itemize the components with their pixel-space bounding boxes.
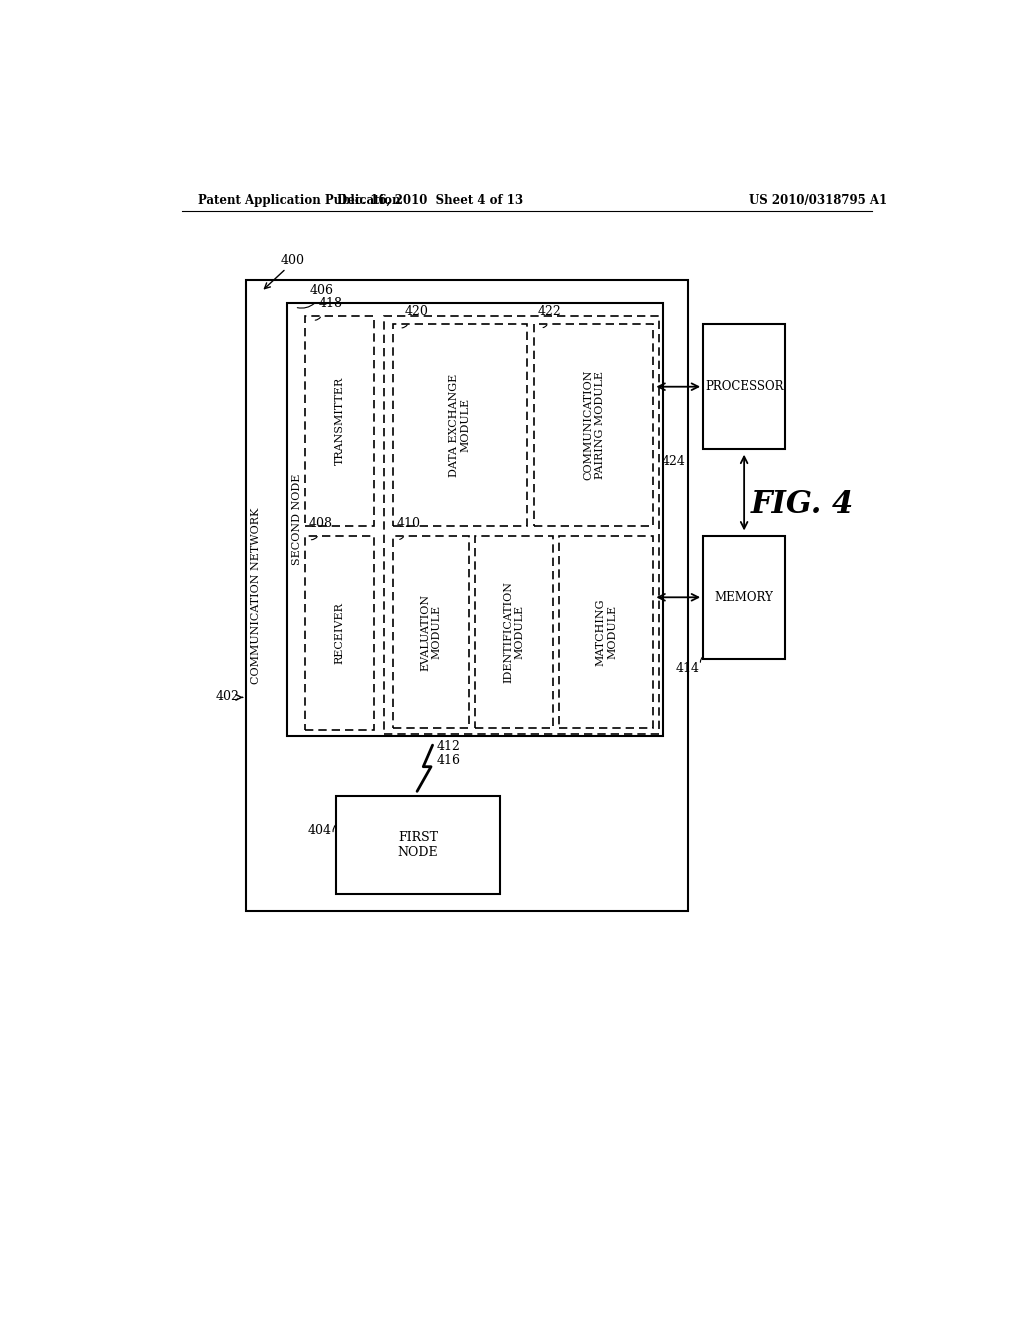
Text: COMMUNICATION
PAIRING MODULE: COMMUNICATION PAIRING MODULE [583,370,604,480]
Text: Dec. 16, 2010  Sheet 4 of 13: Dec. 16, 2010 Sheet 4 of 13 [337,194,523,207]
Text: PROCESSOR: PROCESSOR [705,380,783,393]
Bar [287,304,663,737]
Text: 402: 402 [216,689,240,702]
Text: 408: 408 [308,516,333,529]
Text: TRANSMITTER: TRANSMITTER [335,378,344,466]
Text: 420: 420 [404,305,429,318]
Text: FIG. 4: FIG. 4 [751,490,854,520]
Text: MEMORY: MEMORY [715,591,773,603]
Text: 424: 424 [662,454,685,467]
Text: COMMUNICATION NETWORK: COMMUNICATION NETWORK [251,508,261,684]
Bar [305,317,375,527]
Text: Patent Application Publication: Patent Application Publication [198,194,400,207]
Bar [336,796,500,894]
Text: EVALUATION
MODULE: EVALUATION MODULE [420,594,441,671]
Text: DATA EXCHANGE
MODULE: DATA EXCHANGE MODULE [450,374,471,477]
Text: FIRST
NODE: FIRST NODE [397,830,438,859]
Text: 406: 406 [310,284,334,297]
Text: 414: 414 [675,661,699,675]
Bar [475,536,553,729]
Bar [703,536,785,659]
Bar [305,536,375,730]
Bar [393,536,469,729]
Text: IDENTIFICATION
MODULE: IDENTIFICATION MODULE [503,581,524,682]
Bar [535,323,653,527]
Bar [384,317,658,734]
Text: 404: 404 [308,824,332,837]
Text: MATCHING
MODULE: MATCHING MODULE [595,598,617,665]
Bar [703,323,785,449]
Text: SECOND NODE: SECOND NODE [292,474,302,565]
Text: 400: 400 [281,255,305,268]
Bar [246,280,687,911]
Text: 418: 418 [318,297,343,310]
Bar [393,323,527,527]
Text: 422: 422 [538,305,562,318]
Text: 412: 412 [436,741,461,754]
Text: 416: 416 [436,754,461,767]
Text: US 2010/0318795 A1: US 2010/0318795 A1 [749,194,887,207]
Text: 410: 410 [397,516,421,529]
Text: RECEIVER: RECEIVER [335,602,344,664]
Bar [559,536,653,729]
